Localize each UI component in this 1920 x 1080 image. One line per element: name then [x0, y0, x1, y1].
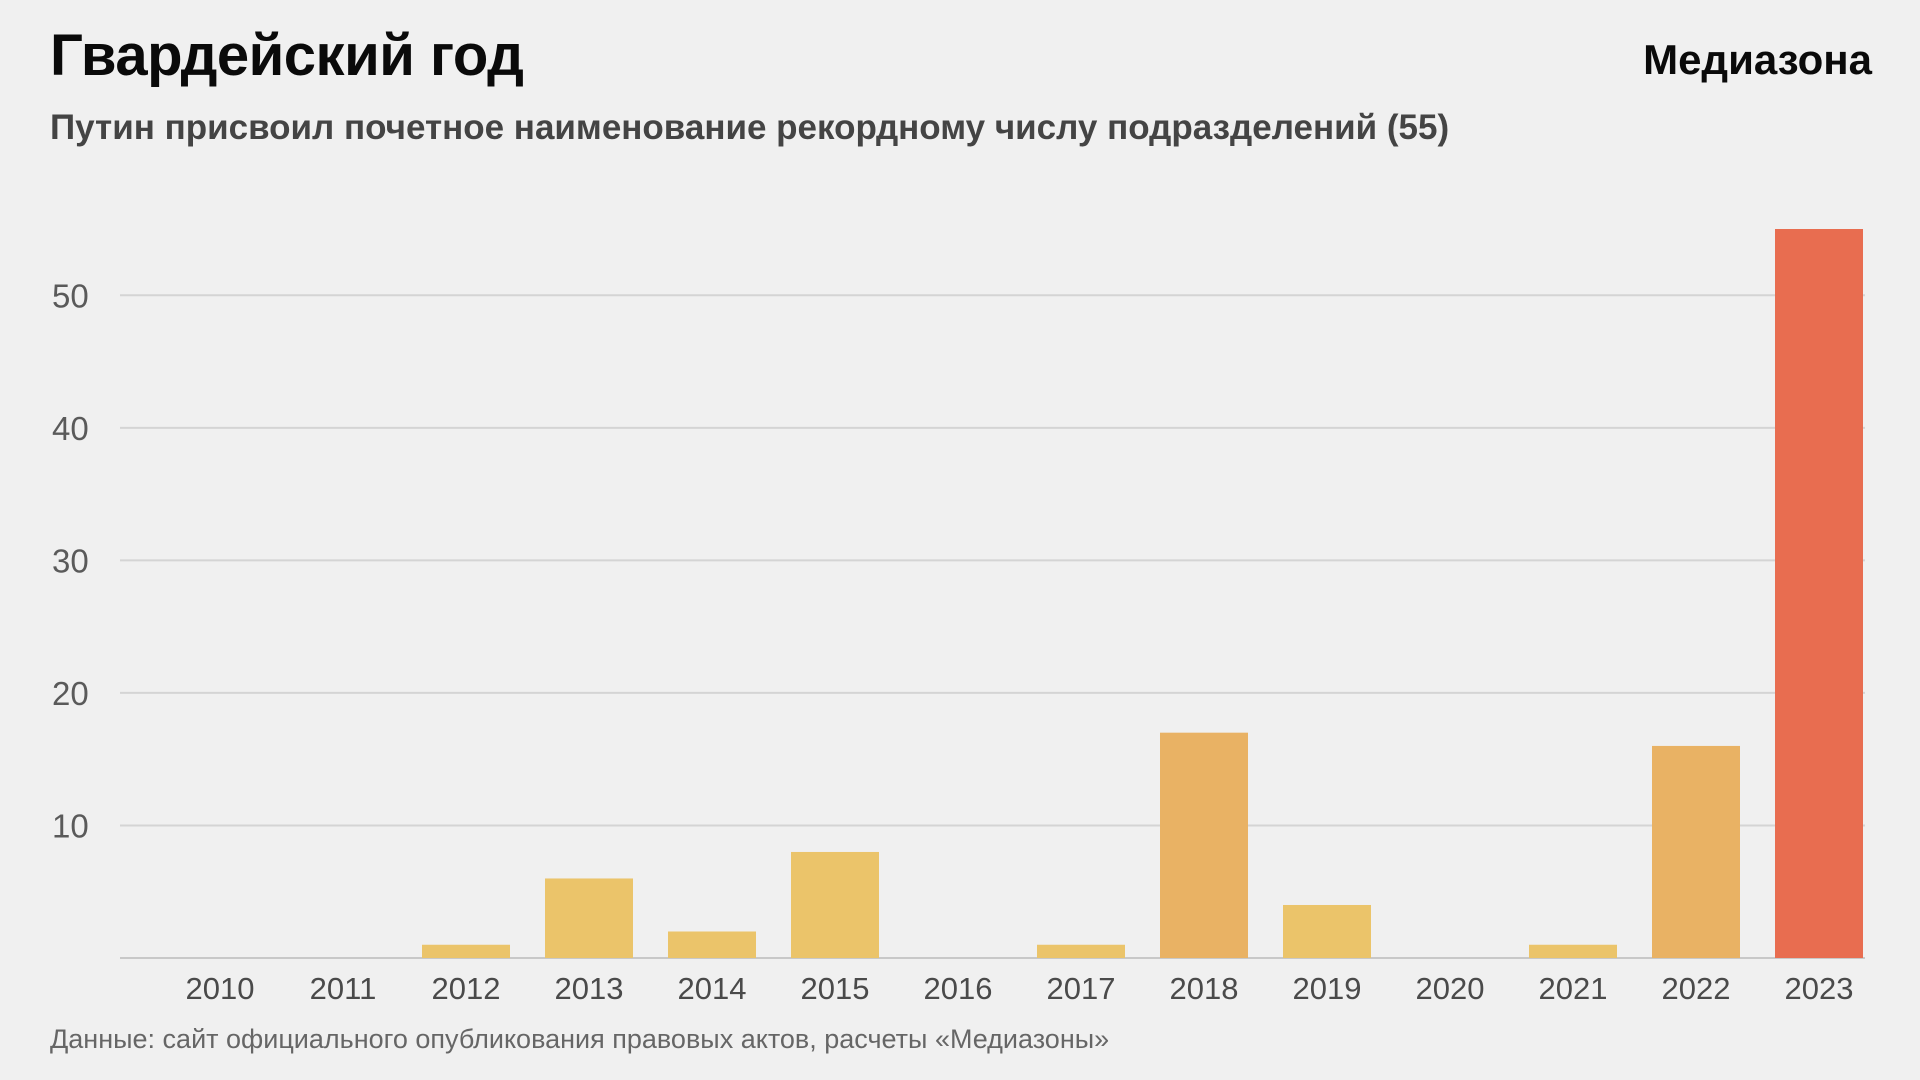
x-tick-label: 2023 [1785, 971, 1854, 1006]
source-note: Данные: сайт официального опубликования … [50, 1024, 1110, 1054]
x-tick-label: 2013 [555, 971, 624, 1006]
chart-subtitle: Путин присвоил почетное наименование рек… [50, 108, 1450, 147]
x-tick-label: 2011 [310, 971, 377, 1006]
grid-lines [120, 294, 1865, 959]
bar-2013 [545, 878, 633, 958]
x-tick-label: 2010 [186, 971, 255, 1006]
bar-2017 [1037, 944, 1125, 958]
x-tick-label: 2014 [678, 971, 747, 1006]
y-tick-label: 50 [52, 277, 89, 314]
bar-2022 [1652, 745, 1740, 958]
x-tick-label: 2021 [1539, 971, 1608, 1006]
y-tick-label: 30 [52, 542, 89, 579]
bar-2023 [1775, 229, 1863, 958]
x-tick-label: 2012 [432, 971, 501, 1006]
y-tick-label: 20 [52, 675, 89, 712]
bar-2019 [1283, 904, 1371, 958]
x-tick-label: 2015 [801, 971, 870, 1006]
x-tick-label: 2022 [1662, 971, 1731, 1006]
x-tick-label: 2017 [1047, 971, 1116, 1006]
x-tick-label: 2020 [1416, 971, 1485, 1006]
bar-2021 [1529, 944, 1617, 958]
y-tick-label: 40 [52, 410, 89, 447]
x-tick-label: 2016 [924, 971, 993, 1006]
x-axis-ticks: 2010 2011 2012 2013 2014 2015 2016 2017 2018 2019… [186, 971, 1854, 1006]
y-axis-ticks: 10 20 30 40 50 [52, 277, 89, 844]
y-tick-label: 10 [52, 807, 89, 844]
bar-2018 [1160, 732, 1248, 958]
x-tick-label: 2018 [1170, 971, 1239, 1006]
bar-2015 [791, 851, 879, 958]
bar-2012 [422, 944, 510, 958]
bar-2014 [668, 931, 756, 958]
bars [422, 229, 1863, 958]
chart-title: Гвардейский год [50, 23, 524, 88]
x-tick-label: 2019 [1293, 971, 1362, 1006]
brand-logo: Медиазона [1643, 36, 1872, 83]
